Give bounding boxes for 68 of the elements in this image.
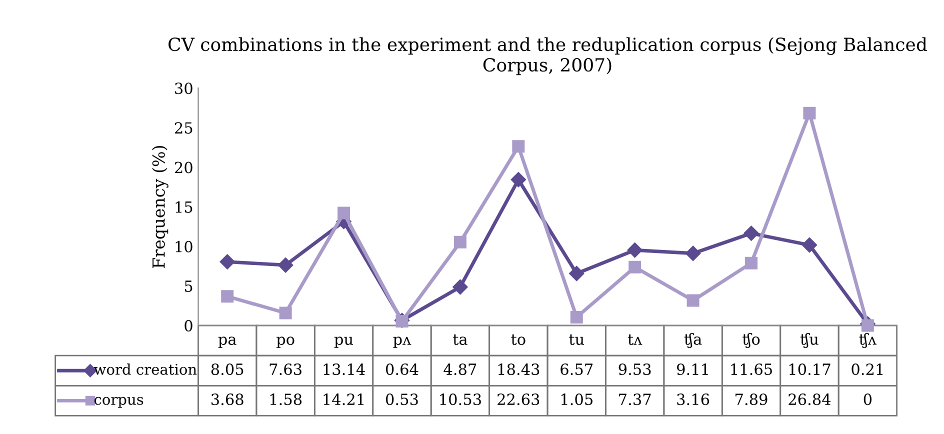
data-label: 7.63: [270, 363, 302, 376]
data-label: 4.87: [444, 363, 476, 376]
data-label: 14.21: [324, 394, 364, 406]
legend-label: word creation: [94, 364, 197, 375]
data-label: 8.05: [211, 363, 244, 376]
y-axis-title: Frequency (%): [152, 146, 168, 268]
data-label: 1.58: [270, 394, 302, 406]
point: [744, 226, 759, 241]
point: [452, 279, 468, 295]
point: [569, 266, 584, 282]
y-tick-label: 15: [176, 201, 192, 213]
point: [454, 236, 466, 248]
y-tick-label: 30: [175, 82, 192, 94]
data-label: 0.53: [386, 394, 418, 406]
point: [278, 258, 294, 273]
point: [685, 246, 701, 261]
point: [686, 294, 700, 307]
x-tick-label: tu: [569, 334, 584, 345]
y-tick-label: 20: [174, 162, 192, 174]
x-tick-label: pu: [334, 336, 354, 348]
data-label: 13.14: [324, 363, 365, 376]
point: [802, 237, 818, 253]
data-label: 0: [864, 394, 872, 406]
point: [221, 290, 234, 303]
point: [279, 306, 292, 320]
y-tick-label: 10: [176, 240, 192, 252]
point: [803, 106, 816, 120]
x-tick-label: po: [276, 336, 294, 348]
data-label: 3.16: [677, 394, 710, 406]
data-label: 10.53: [440, 394, 481, 406]
point: [745, 256, 758, 270]
x-tick-label: ta: [453, 334, 468, 345]
point: [628, 260, 642, 274]
x-tick-label: tʌ: [628, 334, 642, 345]
point: [512, 140, 525, 153]
data-label: 18.43: [498, 363, 540, 376]
data-label: 9.53: [618, 363, 651, 376]
y-tick-label: 5: [184, 280, 192, 292]
point: [338, 206, 350, 220]
point: [510, 172, 526, 188]
x-tick-label: ʧa: [684, 333, 702, 348]
point: [396, 315, 408, 328]
point: [627, 242, 642, 258]
x-tick-label: ʧu: [800, 333, 818, 348]
data-label: 0.21: [852, 363, 883, 376]
y-tick-label: 0: [184, 320, 192, 332]
data-label: 7.37: [619, 394, 651, 406]
data-label: 6.57: [560, 363, 593, 376]
point: [861, 319, 874, 332]
x-tick-label: ʧo: [742, 333, 760, 348]
x-tick-label: to: [511, 334, 526, 345]
x-tick-label: ʧʌ: [859, 333, 877, 348]
data-label: 26.84: [788, 394, 831, 406]
data-label: 10.17: [789, 363, 830, 376]
data-label: 9.11: [677, 363, 708, 376]
data-label: 3.68: [212, 394, 244, 406]
data-label: 1.05: [561, 394, 592, 406]
y-tick-label: 25: [174, 122, 192, 134]
legend-label: corpus: [94, 396, 144, 408]
chart-title: CV combinations in the experiment and the reduplication corpus (Sejong Balanced Corpus, 2007): [168, 37, 927, 76]
data-label: 22.63: [498, 394, 540, 406]
data-label: 0.64: [386, 363, 418, 376]
data-label: 11.65: [731, 363, 772, 376]
point: [220, 254, 235, 270]
point: [570, 310, 583, 324]
x-tick-label: pʌ: [393, 336, 412, 348]
x-tick-label: pa: [218, 336, 236, 348]
data-label: 7.89: [736, 394, 768, 406]
